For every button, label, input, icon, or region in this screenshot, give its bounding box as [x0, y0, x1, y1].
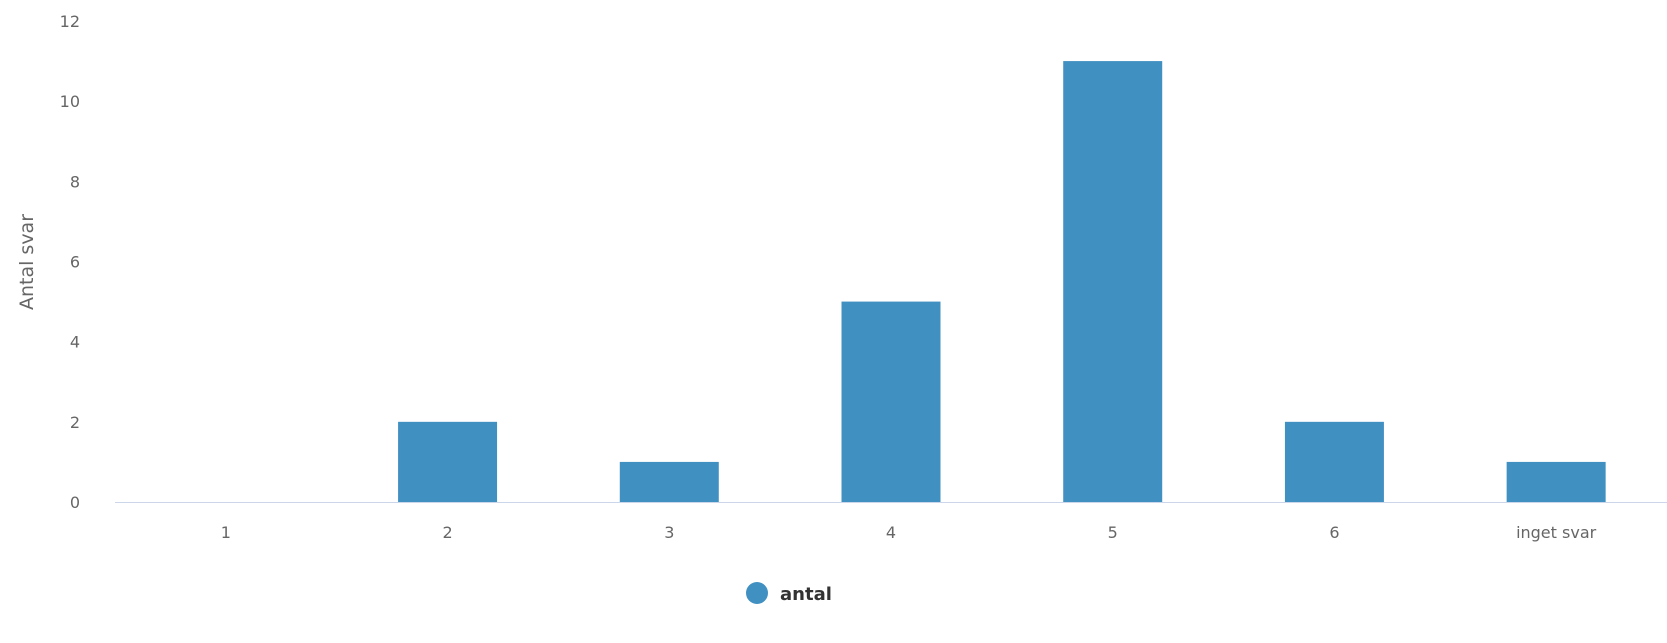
x-tick-label: 5	[1108, 523, 1118, 542]
legend-symbol-antal	[746, 582, 768, 604]
x-tick-label: 1	[221, 523, 231, 542]
x-axis-ticks: 1 2 3 4 5 6 inget svar	[221, 523, 1597, 542]
bar-3[interactable]	[619, 461, 719, 502]
x-tick-label: 4	[886, 523, 896, 542]
legend[interactable]: antal	[746, 582, 832, 605]
y-axis-title: Antal svar	[16, 214, 38, 310]
y-tick-label: 4	[70, 333, 80, 352]
y-axis-ticks: 0 2 4 6 8 10 12	[60, 12, 80, 512]
bar-2[interactable]	[398, 421, 498, 502]
y-tick-label: 0	[70, 493, 80, 512]
y-tick-label: 8	[70, 172, 80, 191]
bar-6[interactable]	[1284, 421, 1384, 502]
bar-5[interactable]	[1063, 61, 1163, 502]
bars	[398, 61, 1606, 502]
bar-4[interactable]	[841, 301, 941, 502]
x-tick-label: inget svar	[1516, 523, 1597, 542]
legend-label-antal: antal	[780, 584, 832, 605]
y-tick-label: 10	[60, 92, 80, 111]
y-tick-label: 2	[70, 413, 80, 432]
y-tick-label: 6	[70, 253, 80, 272]
bar-inget-svar[interactable]	[1506, 461, 1606, 502]
y-tick-label: 12	[60, 12, 80, 31]
x-tick-label: 2	[442, 523, 452, 542]
x-tick-label: 6	[1329, 523, 1339, 542]
x-tick-label: 3	[664, 523, 674, 542]
